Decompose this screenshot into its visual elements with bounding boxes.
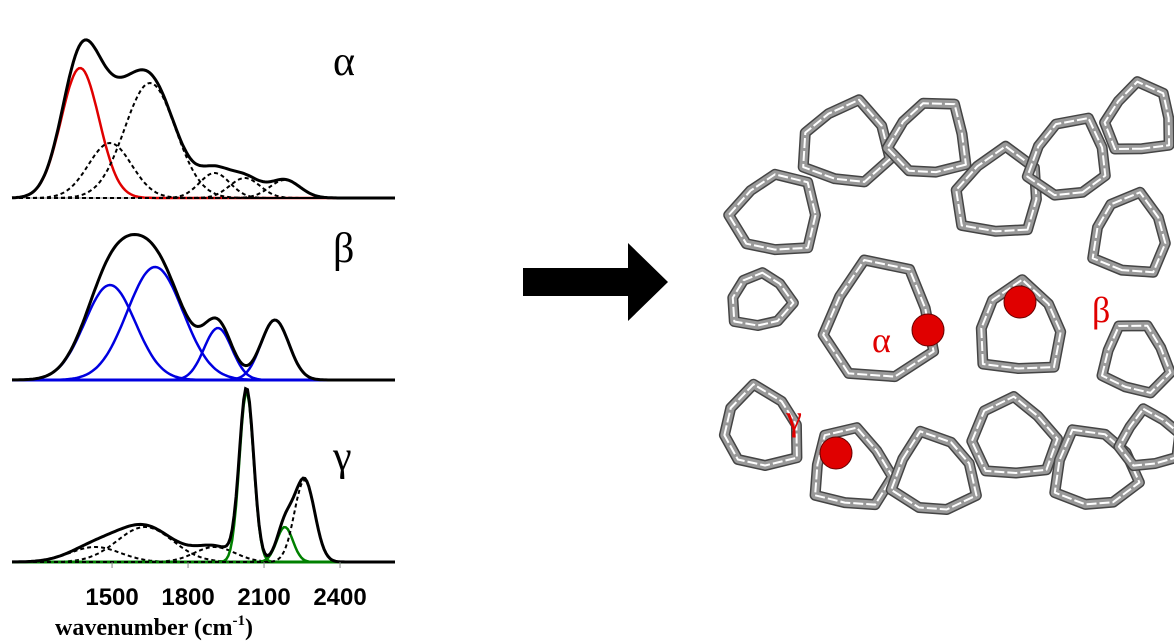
- x-label-sup: -1: [233, 613, 246, 629]
- site-label: γ: [785, 398, 802, 438]
- component-curve: [12, 83, 395, 198]
- arrow: [523, 243, 668, 321]
- x-tick-label: 2400: [313, 584, 366, 611]
- x-tick-label: 1500: [85, 584, 138, 611]
- x-axis-label: wavenumber (cm-1): [55, 613, 253, 641]
- site-beta: [1004, 286, 1036, 318]
- x-label-text: wavenumber (cm: [55, 615, 233, 641]
- panel-label: β: [333, 226, 354, 272]
- panel-label: γ: [332, 434, 352, 480]
- x-tick-label: 2100: [237, 584, 290, 611]
- component-curve: [12, 480, 395, 562]
- figure: α β γ wavenumber (cm-1) α β γ 1500 1800 2100 2…: [0, 0, 1174, 643]
- site-label: β: [1092, 290, 1110, 330]
- component-curve: [12, 547, 395, 562]
- component-curve: [12, 143, 395, 198]
- x-label-close: ): [245, 615, 253, 641]
- panel-label: α: [333, 39, 355, 85]
- component-curve: [12, 547, 395, 562]
- site-gamma: [820, 437, 852, 469]
- x-tick-label: 1800: [161, 584, 214, 611]
- site-alpha: [912, 314, 944, 346]
- component-curve: [12, 285, 395, 380]
- site-label: α: [872, 320, 891, 360]
